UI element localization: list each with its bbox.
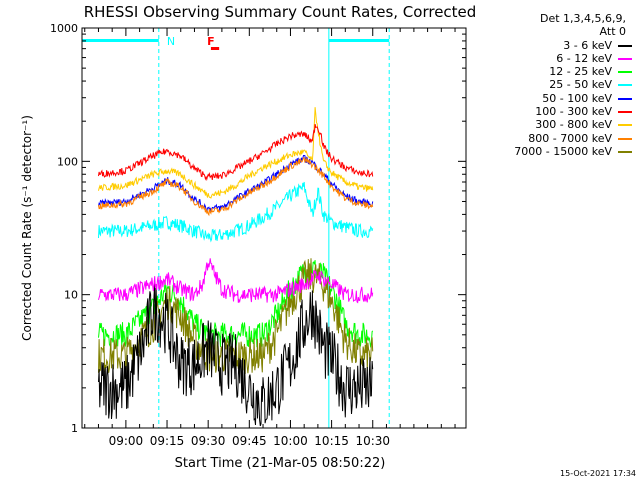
legend-entry-8: 800 - 7000 keV <box>486 132 634 145</box>
legend-swatch <box>618 44 632 47</box>
x-tick-label-6: 10:15 <box>314 434 349 448</box>
legend-swatch <box>618 71 632 74</box>
legend-header-line-1: Det 1,3,4,5,6,9, <box>539 12 626 25</box>
series-line-8 <box>98 156 374 217</box>
legend-label: 100 - 300 keV <box>535 105 612 119</box>
legend-label: 6 - 12 keV <box>556 51 612 65</box>
series-line-2 <box>98 258 374 304</box>
y-tick-label-3: 100 <box>57 155 78 168</box>
legend-swatch <box>618 97 632 100</box>
legend-entry-9: 7000 - 15000 keV <box>486 145 634 158</box>
y-tick-label-1: 1 <box>71 422 78 435</box>
legend-swatch <box>618 124 632 127</box>
legend-entry-2: 6 - 12 keV <box>486 52 634 65</box>
y-axis-title: Corrected Count Rate (s⁻¹ detector⁻¹) <box>20 115 34 341</box>
series-line-6 <box>98 123 374 182</box>
legend-label: 7000 - 15000 keV <box>514 144 612 158</box>
legend: Det 1,3,4,5,6,9, Att 0 3 - 6 keV 6 - 12 k… <box>486 12 634 158</box>
legend-label: 3 - 6 keV <box>563 38 612 52</box>
legend-entry-1: 3 - 6 keV <box>486 39 634 52</box>
legend-entry-7: 300 - 800 keV <box>486 118 634 131</box>
y-axis: 1 10 100 1000 <box>50 22 466 435</box>
legend-label: 800 - 7000 keV <box>528 131 612 145</box>
series-line-1 <box>98 282 374 427</box>
series-layer <box>98 107 374 427</box>
chart-title: RHESSI Observing Summary Count Rates, Co… <box>84 3 477 21</box>
legend-entry-4: 25 - 50 keV <box>486 78 634 91</box>
x-tick-label-2: 09:15 <box>150 434 185 448</box>
legend-entry-5: 50 - 100 keV <box>486 92 634 105</box>
annotation-f: F <box>207 35 215 48</box>
timestamp: 15-Oct-2021 17:34 <box>560 469 636 478</box>
legend-label: 12 - 25 keV <box>549 65 612 79</box>
legend-label: 50 - 100 keV <box>542 91 612 105</box>
legend-rows: 3 - 6 keV 6 - 12 keV 12 - 25 keV 25 - 50 ke… <box>486 39 634 159</box>
y-tick-label-2: 10 <box>64 289 78 302</box>
x-axis-title: Start Time (21-Mar-05 08:50:22) <box>175 456 386 471</box>
legend-label: 300 - 800 keV <box>535 118 612 132</box>
legend-label: 25 - 50 keV <box>549 78 612 92</box>
x-tick-label-4: 09:45 <box>232 434 267 448</box>
legend-header-line-2: Att 0 <box>599 25 626 39</box>
x-tick-label-7: 10:30 <box>355 434 390 448</box>
series-line-7 <box>98 107 374 199</box>
legend-entry-6: 100 - 300 keV <box>486 105 634 118</box>
x-tick-label-3: 09:30 <box>191 434 226 448</box>
legend-swatch <box>618 57 632 60</box>
y-tick-label-4: 1000 <box>50 22 78 35</box>
night-bar-2 <box>328 39 390 42</box>
annotation-n: N <box>167 35 175 48</box>
plot-frame <box>81 27 467 429</box>
night-bar-1 <box>82 39 159 42</box>
legend-swatch <box>618 150 632 153</box>
x-tick-label-1: 09:00 <box>109 434 144 448</box>
series-line-5 <box>98 155 374 213</box>
x-tick-label-5: 10:00 <box>273 434 308 448</box>
series-line-4 <box>98 181 374 243</box>
legend-entry-3: 12 - 25 keV <box>486 65 634 78</box>
flare-bar <box>210 47 220 50</box>
legend-swatch <box>618 84 632 87</box>
night-bars <box>82 39 390 42</box>
legend-swatch <box>618 137 632 140</box>
x-axis: 09:00 09:15 09:30 09:45 10:00 10:15 10:30 <box>84 28 456 448</box>
legend-swatch <box>618 111 632 114</box>
